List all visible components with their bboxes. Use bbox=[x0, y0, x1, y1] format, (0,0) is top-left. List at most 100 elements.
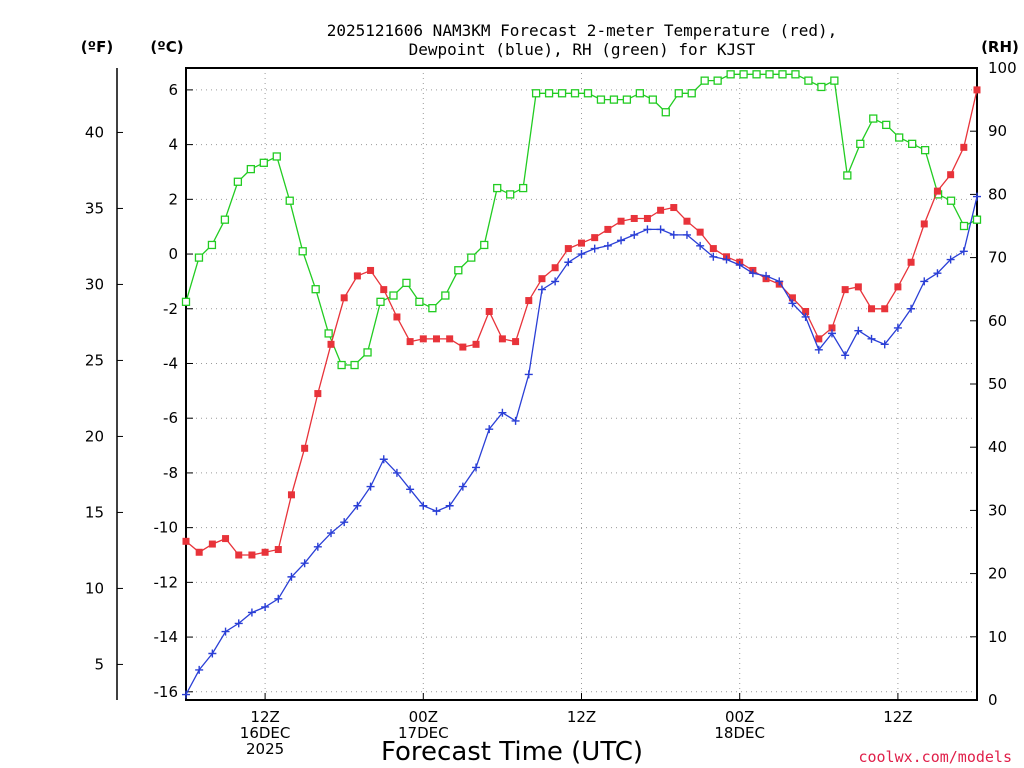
temperature-point bbox=[815, 335, 823, 343]
rh-point bbox=[194, 253, 204, 262]
celsius-tick-label: 0 bbox=[168, 245, 178, 263]
dewpoint-point bbox=[656, 225, 665, 234]
rh-point bbox=[402, 278, 411, 288]
dewpoint-point bbox=[801, 312, 810, 321]
temperature-point bbox=[235, 551, 243, 559]
rh-point bbox=[441, 291, 450, 300]
temperature-point bbox=[920, 220, 928, 228]
celsius-tick-label: -4 bbox=[163, 354, 178, 372]
dewpoint-point bbox=[313, 542, 322, 551]
dewpoint-point bbox=[682, 230, 691, 239]
temperature-point bbox=[828, 324, 836, 332]
temperature-point bbox=[960, 143, 968, 151]
rh-tick-label: 100 bbox=[988, 59, 1017, 77]
dewpoint-point bbox=[893, 323, 902, 332]
temperature-point bbox=[696, 228, 704, 236]
rh-point bbox=[895, 133, 904, 142]
celsius-tick-label: 2 bbox=[168, 190, 178, 208]
rh-point bbox=[376, 297, 385, 306]
rh-point bbox=[583, 89, 593, 98]
temperature-point bbox=[854, 283, 862, 291]
temperature-point bbox=[340, 294, 348, 302]
dewpoint-point bbox=[353, 501, 362, 510]
dewpoint-point bbox=[234, 619, 243, 628]
rh-point bbox=[272, 152, 281, 161]
rh-tick-label: 70 bbox=[988, 249, 1007, 267]
temperature-point bbox=[841, 286, 849, 294]
temperature-point bbox=[591, 234, 599, 242]
rh-point bbox=[311, 285, 320, 294]
rh-point bbox=[298, 247, 307, 256]
temperature-point bbox=[498, 335, 506, 343]
watermark: coolwx.com/models bbox=[858, 748, 1012, 766]
x-axis-title: Forecast Time (UTC) bbox=[381, 737, 643, 767]
temperature-point bbox=[564, 245, 572, 253]
fahrenheit-tick-label: 35 bbox=[85, 199, 104, 217]
celsius-unit-label: (ºC) bbox=[150, 38, 183, 56]
rh-point bbox=[843, 171, 852, 180]
rh-point bbox=[817, 82, 826, 92]
dewpoint-point bbox=[564, 258, 573, 267]
dewpoint-point bbox=[748, 269, 757, 278]
celsius-tick-label: -12 bbox=[154, 573, 179, 591]
rh-point bbox=[544, 89, 554, 98]
celsius-tick-label: -10 bbox=[154, 519, 179, 537]
rh-point bbox=[389, 291, 398, 300]
temperature-point bbox=[657, 206, 665, 214]
time-tick-label: 2025 bbox=[246, 740, 284, 758]
fahrenheit-tick-label: 30 bbox=[85, 275, 104, 293]
celsius-tick-label: -6 bbox=[163, 409, 178, 427]
temperature-point bbox=[604, 225, 612, 233]
temperature-point bbox=[617, 217, 625, 225]
fahrenheit-axis-ticks: 5 10 15 20 25 30 35 40 bbox=[85, 123, 123, 673]
dewpoint-point bbox=[406, 485, 415, 494]
temperature-point bbox=[512, 338, 520, 346]
dewpoint-point bbox=[485, 425, 494, 434]
temperature-point bbox=[446, 335, 454, 343]
temperature-point bbox=[907, 258, 915, 266]
rh-tick-label: 90 bbox=[988, 122, 1007, 140]
rh-point bbox=[467, 253, 476, 262]
rh-point bbox=[869, 114, 878, 123]
rh-point bbox=[830, 76, 839, 85]
dewpoint-point bbox=[920, 277, 929, 286]
temperature-point bbox=[182, 537, 190, 545]
rh-point bbox=[739, 70, 748, 79]
rh-point bbox=[804, 76, 813, 85]
rh-point bbox=[324, 329, 333, 338]
dewpoint-point bbox=[669, 230, 678, 239]
dewpoint-point bbox=[182, 690, 190, 699]
dewpoint-point bbox=[959, 247, 968, 256]
celsius-axis-ticks: -16 -14 -12 -10 -8 -6 -4 -2 0 2 4 6 bbox=[154, 81, 193, 701]
dewpoint-point bbox=[366, 482, 375, 491]
dewpoint-point bbox=[498, 408, 507, 417]
dewpoint-point bbox=[551, 277, 560, 286]
fahrenheit-tick-label: 15 bbox=[85, 503, 104, 521]
temperature-point bbox=[367, 266, 375, 274]
dewpoint-point bbox=[524, 370, 533, 379]
fahrenheit-tick-label: 40 bbox=[85, 123, 104, 141]
dewpoint-point bbox=[973, 192, 981, 201]
dewpoint-point bbox=[854, 326, 863, 335]
dewpoint-point bbox=[775, 277, 784, 286]
fahrenheit-tick-label: 5 bbox=[94, 655, 104, 673]
dewpoint-point bbox=[880, 340, 889, 349]
temperature-point bbox=[287, 491, 295, 499]
rh-point bbox=[506, 190, 515, 199]
rh-point bbox=[972, 215, 982, 224]
rh-point bbox=[778, 70, 787, 79]
rh-tick-label: 80 bbox=[988, 185, 1007, 203]
rh-point bbox=[674, 89, 683, 98]
dewpoint-point bbox=[274, 594, 283, 603]
fahrenheit-unit-label: (ºF) bbox=[81, 38, 113, 56]
dewpoint-point bbox=[762, 271, 771, 280]
dewpoint-point bbox=[445, 501, 454, 510]
rh-point bbox=[596, 95, 606, 104]
dewpoint-point bbox=[590, 244, 599, 253]
grid-lines bbox=[186, 68, 977, 700]
temperature-point bbox=[947, 171, 955, 179]
fahrenheit-tick-label: 20 bbox=[85, 427, 104, 445]
dewpoint-point bbox=[300, 559, 309, 568]
temperature-point bbox=[274, 546, 282, 554]
